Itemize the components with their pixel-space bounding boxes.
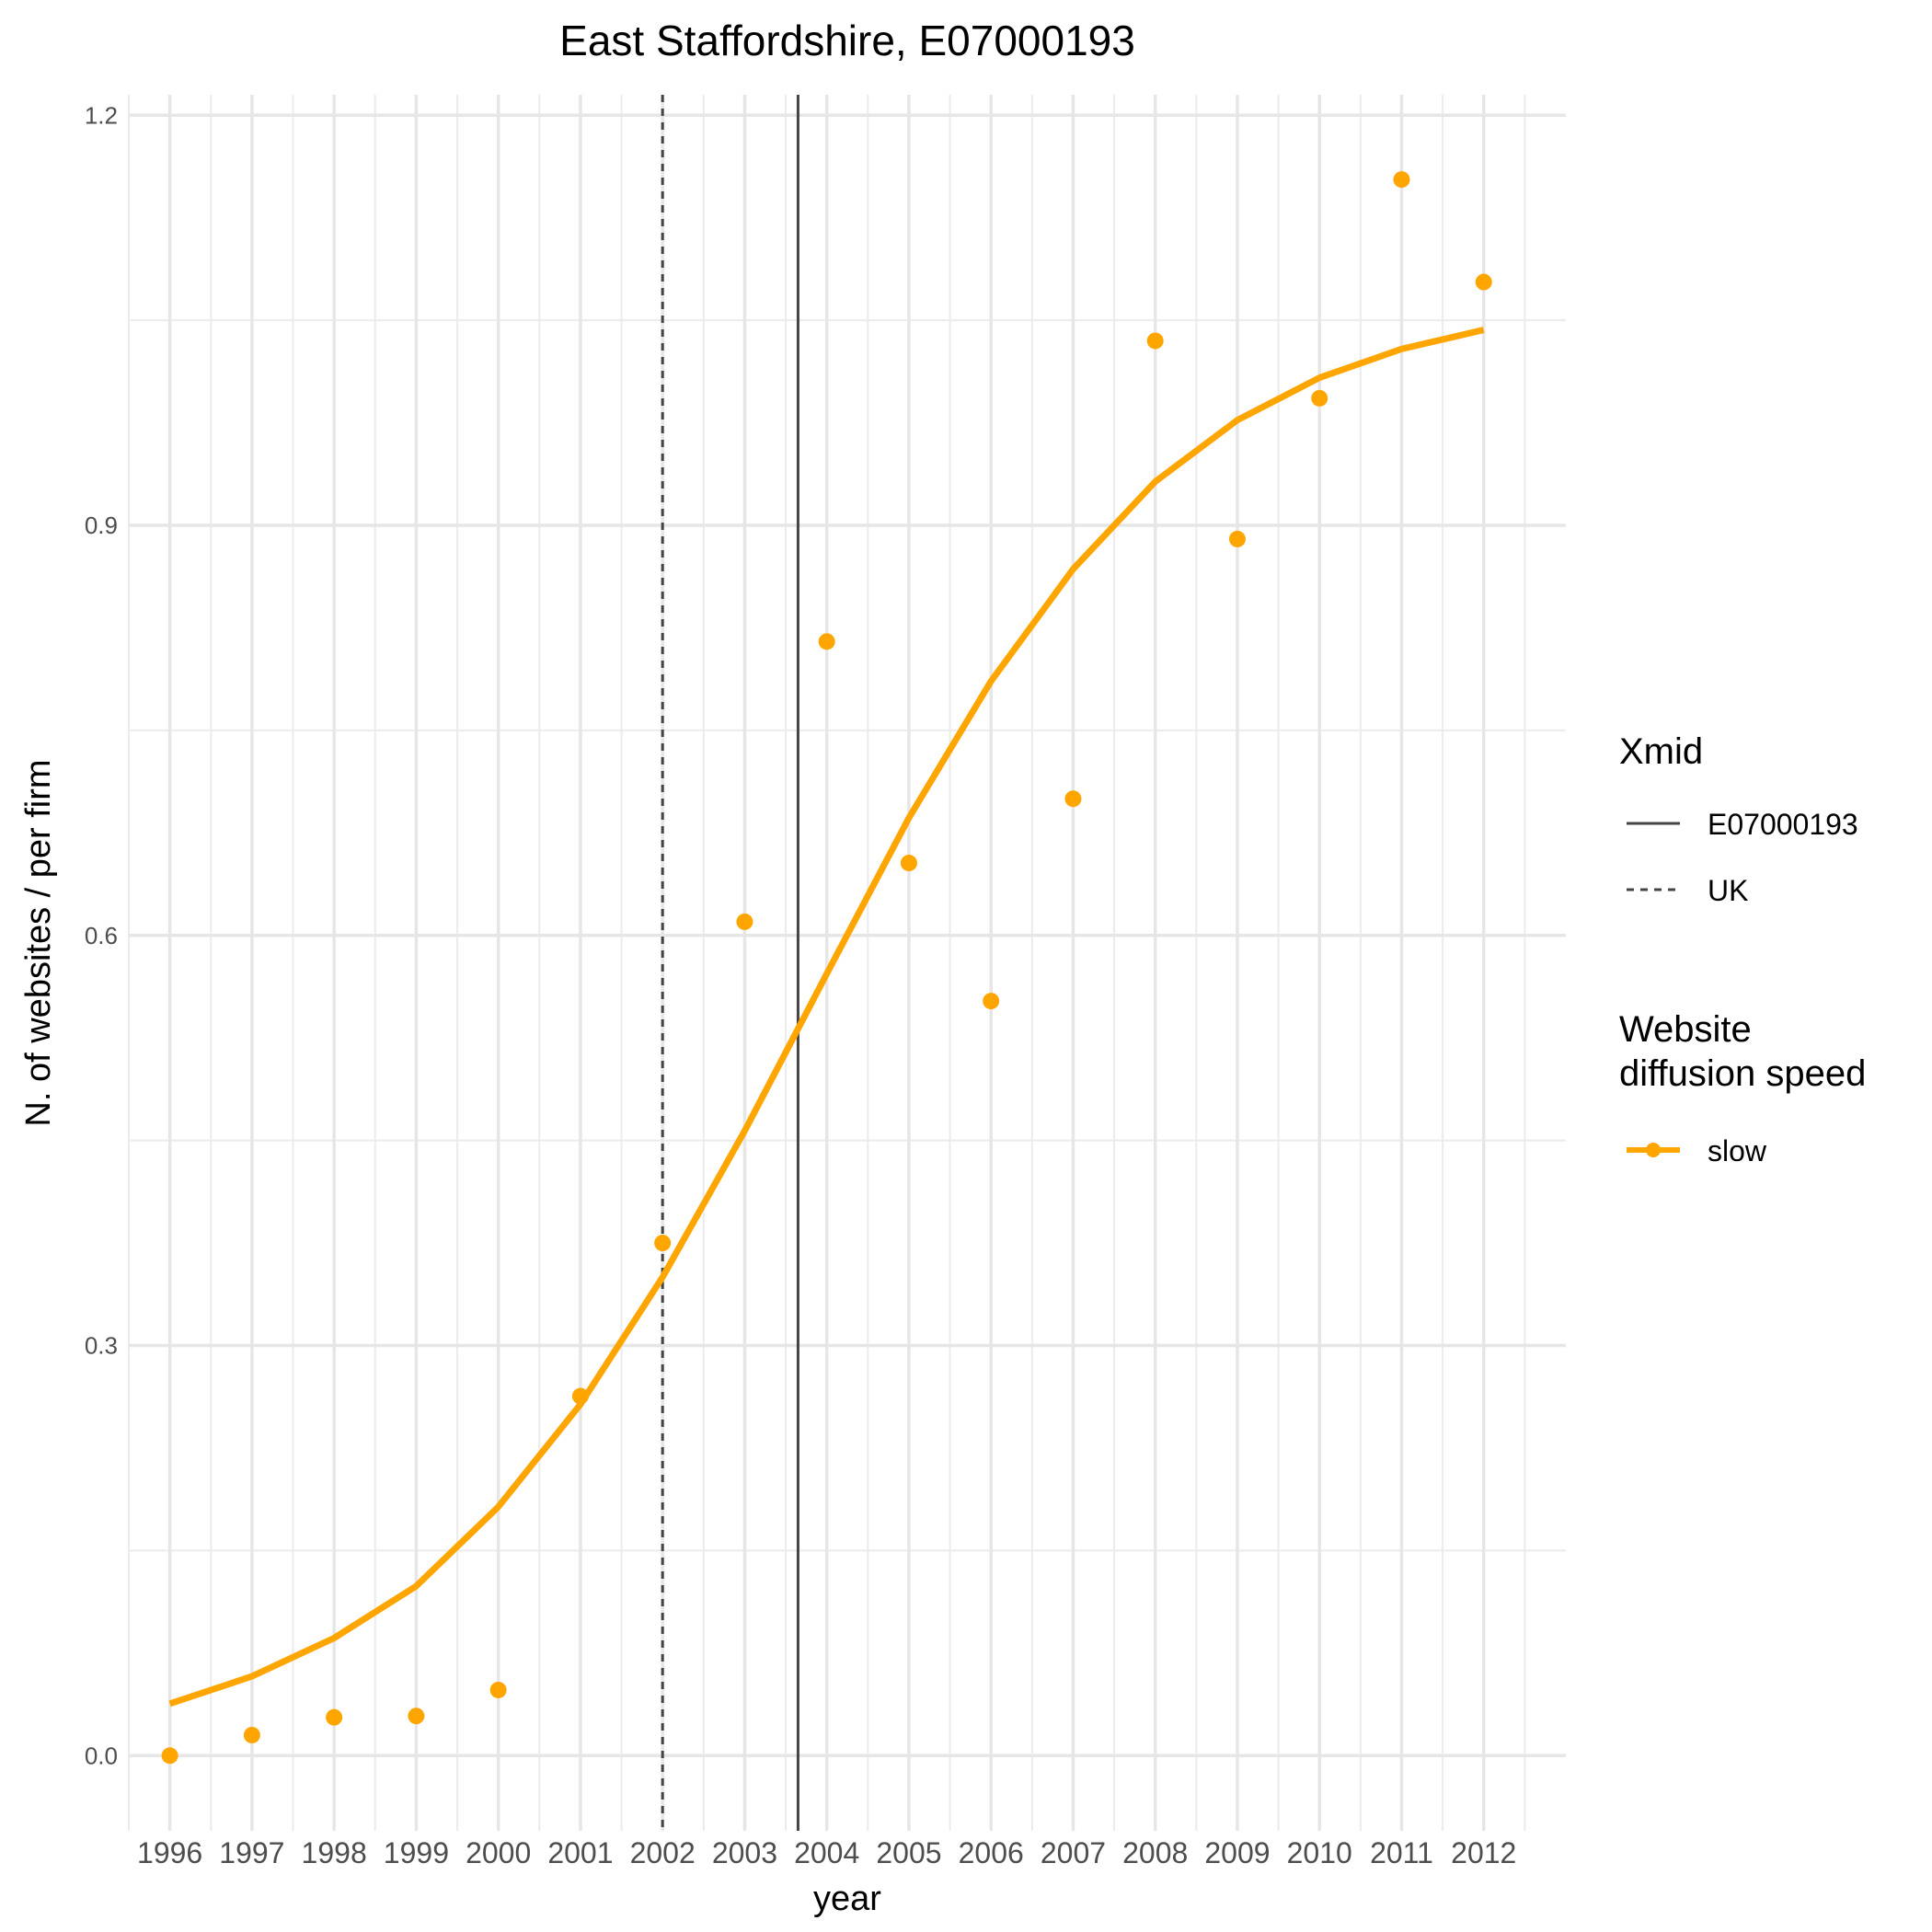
x-tick-label: 1996 xyxy=(137,1836,202,1869)
x-tick-label: 1998 xyxy=(302,1836,367,1869)
x-tick-label: 2006 xyxy=(959,1836,1024,1869)
data-point xyxy=(654,1235,672,1252)
grid-minor xyxy=(128,95,1566,1831)
data-point xyxy=(243,1726,260,1743)
x-tick-label: 2003 xyxy=(712,1836,777,1869)
data-point xyxy=(408,1708,425,1725)
data-point xyxy=(571,1387,589,1405)
data-point xyxy=(1475,273,1492,291)
data-point xyxy=(1064,790,1082,808)
legend: Xmid E07000193 UK Website diffusion spee… xyxy=(1619,731,1866,1167)
legend-speed-title-line1: Website xyxy=(1619,1009,1752,1050)
data-point xyxy=(1146,332,1164,350)
y-tick-label: 0.3 xyxy=(85,1332,118,1360)
legend-xmid-title: Xmid xyxy=(1619,731,1703,772)
legend-item-slow: slow xyxy=(1708,1134,1767,1167)
y-tick-label: 0.6 xyxy=(85,922,118,949)
data-points-layer xyxy=(161,171,1492,1765)
x-tick-label: 1999 xyxy=(384,1836,449,1869)
x-tick-label: 2001 xyxy=(547,1836,613,1869)
x-tick-label: 2002 xyxy=(630,1836,696,1869)
data-point xyxy=(326,1708,343,1726)
reference-lines xyxy=(661,95,799,1831)
x-tick-label: 2005 xyxy=(876,1836,941,1869)
data-point xyxy=(818,633,835,650)
data-point xyxy=(489,1681,507,1698)
x-axis-title: year xyxy=(813,1880,881,1918)
y-tick-label: 0.9 xyxy=(85,512,118,539)
data-point xyxy=(736,913,753,930)
fitted-curve-layer xyxy=(168,327,1485,1708)
data-point xyxy=(983,993,1000,1010)
x-tick-label: 2004 xyxy=(794,1836,859,1869)
x-tick-label: 2011 xyxy=(1370,1836,1433,1869)
legend-item-uk: UK xyxy=(1708,874,1748,907)
data-point xyxy=(1228,530,1246,547)
legend-item-e07000193: E07000193 xyxy=(1708,808,1858,841)
x-tick-label: 2007 xyxy=(1041,1836,1106,1869)
x-tick-label: 2012 xyxy=(1451,1836,1516,1869)
grid-major xyxy=(129,95,1566,1831)
y-axis-title: N. of websites / per firm xyxy=(19,759,58,1126)
data-point xyxy=(900,855,917,872)
data-point xyxy=(1393,171,1410,189)
data-point xyxy=(1311,389,1328,407)
chart-title: East Staffordshire, E07000193 xyxy=(559,17,1135,64)
legend-speed-title-line2: diffusion speed xyxy=(1619,1053,1866,1094)
fit-line-slow xyxy=(168,327,1485,1708)
x-tick-label: 1997 xyxy=(219,1836,284,1869)
x-axis-ticks: 1996 1997 1998 1999 2000 2001 2002 2003 2004 2005… xyxy=(137,1836,1516,1869)
x-tick-label: 2009 xyxy=(1204,1836,1270,1869)
data-point xyxy=(161,1747,178,1765)
x-tick-label: 2000 xyxy=(466,1836,531,1869)
y-axis-ticks: 0.0 0.3 0.6 0.9 1.2 xyxy=(85,101,118,1769)
x-tick-label: 2008 xyxy=(1122,1836,1188,1869)
y-tick-label: 0.0 xyxy=(85,1742,118,1769)
y-tick-label: 1.2 xyxy=(85,101,118,129)
x-tick-label: 2010 xyxy=(1287,1836,1352,1869)
legend-slow-point-key xyxy=(1646,1143,1661,1157)
